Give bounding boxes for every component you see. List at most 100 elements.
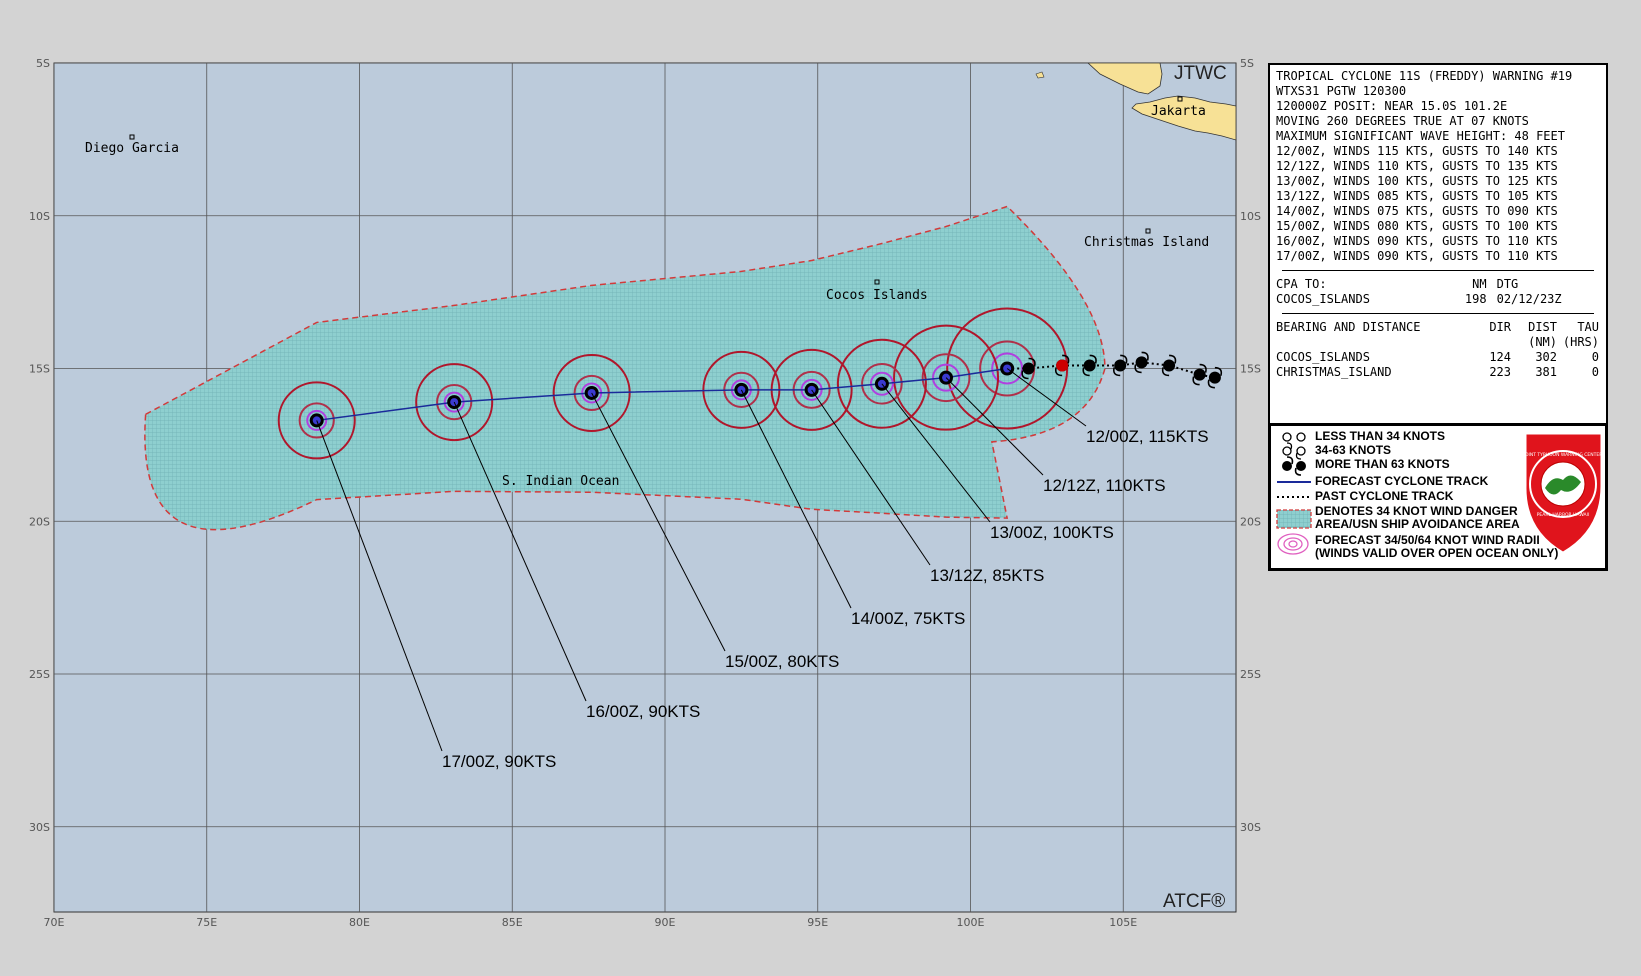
- forecast-labels: 12/00Z, 115KTS 12/12Z, 110KTS 13/00Z, 100K…: [442, 427, 1209, 771]
- legend-less-than-34: LESS THAN 34 KNOTS: [1315, 429, 1446, 443]
- legend-more-than-63: MORE THAN 63 KNOTS: [1315, 457, 1450, 471]
- bearing-dist: 381: [1535, 365, 1557, 379]
- wind-radii-icon: [1277, 533, 1309, 555]
- sumatra-landmass: [1087, 63, 1163, 95]
- cpa-col-dtg: DTG: [1496, 277, 1519, 291]
- diego-garcia-label: Diego Garcia: [85, 141, 179, 156]
- legend-wind-radii: FORECAST 34/50/64 KNOT WIND RADII (WINDS…: [1315, 533, 1559, 560]
- warning-line: 120000Z POSIT: NEAR 15.0S 101.2E: [1276, 99, 1508, 113]
- wind-radius-34: [836, 338, 927, 429]
- warning-info-panel: TROPICAL CYCLONE 11S (FREDDY) WARNING #1…: [1268, 63, 1608, 479]
- forecast-leader-line: [811, 389, 931, 566]
- past-storm-arm: [1089, 354, 1097, 364]
- seal-text-bottom: PEARL HARBOR HAWAII: [1537, 512, 1590, 518]
- wind-radius-50: [436, 384, 473, 421]
- warning-line: TROPICAL CYCLONE 11S (FREDDY) WARNING #1…: [1276, 69, 1573, 83]
- lon-label: 85E: [502, 916, 523, 929]
- forecast-leader-line: [316, 420, 443, 752]
- wind-radius-64: [306, 409, 328, 431]
- bearing-place: CHRISTMAS_ISLAND: [1276, 365, 1392, 379]
- jakarta-marker: [1177, 96, 1183, 102]
- forecast-leader-line: [453, 401, 587, 702]
- forecast-label: 13/00Z, 100KTS: [990, 523, 1114, 542]
- jakarta-label: Jakarta: [1151, 104, 1206, 119]
- wind-radius-50: [298, 402, 335, 439]
- lon-label: 70E: [44, 916, 65, 929]
- past-storm-arm: [1120, 354, 1128, 364]
- wind-radius-64: [932, 363, 961, 392]
- lon-label: 80E: [349, 916, 370, 929]
- place-labels: Diego Garcia Jakarta Christmas Island Co…: [85, 96, 1209, 489]
- bearing-place: COCOS_ISLANDS: [1276, 350, 1370, 364]
- legend-panel: JOINT TYPHOON WARNING CENTER PEARL HARBO…: [1268, 423, 1608, 571]
- wind-radius-50: [861, 362, 903, 405]
- bearing-tau: 0: [1591, 350, 1599, 364]
- past-storm-arm: [1169, 354, 1177, 364]
- cpa-place: COCOS_ISLANDS: [1276, 292, 1370, 306]
- jtwc-corner-label: JTWC: [1174, 63, 1227, 84]
- warning-line: 12/00Z, WINDS 115 KTS, GUSTS TO 140 KTS: [1276, 144, 1558, 158]
- wind-radius-50: [921, 353, 971, 403]
- past-storm-symbol: [1083, 359, 1096, 372]
- legend-symbols: JOINT TYPHOON WARNING CENTER PEARL HARBO…: [1276, 432, 1603, 555]
- cpa-col-nm: NM: [1472, 277, 1487, 291]
- forecast-leaders: [316, 368, 1087, 752]
- danger-area-polygon: [144, 205, 1106, 531]
- bearing-dir: 223: [1489, 365, 1511, 379]
- cyclone-track: [309, 351, 1223, 428]
- land-masses: [1035, 63, 1236, 141]
- cpa-header-row: CPA TO: NM DTG: [1276, 277, 1600, 292]
- warning-line: 15/00Z, WINDS 080 KTS, GUSTS TO 100 KTS: [1276, 219, 1558, 233]
- forecast-leader-line: [1006, 368, 1087, 427]
- past-storm-symbol: [1114, 359, 1127, 372]
- lon-label: 100E: [957, 916, 985, 929]
- warning-line: 16/00Z, WINDS 090 KTS, GUSTS TO 110 KTS: [1276, 234, 1558, 248]
- cocos-islands-label: Cocos Islands: [826, 288, 928, 303]
- bearing-header-row: BEARING AND DISTANCE DIR DIST TAU: [1276, 320, 1600, 335]
- danger-area: [144, 205, 1106, 531]
- warning-line: MAXIMUM SIGNIFICANT WAVE HEIGHT: 48 FEET: [1276, 129, 1565, 143]
- wind-radius-34: [893, 324, 1000, 431]
- past-storm-arm: [1028, 357, 1036, 367]
- bearing-dist: 302: [1535, 350, 1557, 364]
- more-than-63-knots-icon: [1282, 456, 1306, 476]
- cpa-label: CPA TO:: [1276, 277, 1327, 291]
- forecast-leader-line: [740, 389, 852, 609]
- bearing-col-dir: DIR: [1489, 320, 1511, 334]
- lat-label-right: 5S: [1240, 57, 1254, 70]
- bearing-unit-tau: (HRS): [1562, 335, 1599, 349]
- lat-label-right: 15S: [1240, 363, 1261, 376]
- axis-labels: 5S 5S 10S 10S 15S 15S 20S 20S 25S 25S 30S 30S 70E 75E…: [29, 57, 1261, 929]
- bearing-title: BEARING AND DISTANCE: [1276, 320, 1421, 334]
- warning-line: 17/00Z, WINDS 090 KTS, GUSTS TO 110 KTS: [1276, 249, 1558, 263]
- cpa-dtg: 02/12/23Z: [1496, 292, 1562, 306]
- past-storm-symbol: [1193, 368, 1206, 381]
- past-storm-arm: [1207, 379, 1215, 389]
- danger-area-icon: [1276, 509, 1312, 529]
- forecast-leader-line: [881, 383, 991, 523]
- bearing-units-row: (NM) (HRS): [1276, 335, 1600, 350]
- bearing-tau: 0: [1591, 365, 1599, 379]
- bearing-col-dist: DIST: [1528, 320, 1557, 334]
- lon-label: 75E: [196, 916, 217, 929]
- forecast-label: 17/00Z, 90KTS: [442, 752, 556, 771]
- bearing-unit-dist: (NM): [1528, 335, 1557, 349]
- past-storm-arm: [1134, 364, 1142, 374]
- atcf-corner-label: ATCF®: [1163, 891, 1225, 912]
- wind-radius-34: [277, 381, 356, 460]
- wind-radius-34: [415, 363, 494, 442]
- lat-label-right: 10S: [1240, 210, 1261, 223]
- forecast-label: 12/00Z, 115KTS: [1086, 427, 1209, 446]
- ocean-label: S. Indian Ocean: [502, 474, 619, 489]
- seal-text-top: JOINT TYPHOON WARNING CENTER: [1523, 452, 1603, 458]
- forecast-label: 15/00Z, 80KTS: [725, 652, 839, 671]
- 34-63-knots-icon: [1282, 442, 1306, 460]
- lon-label: 105E: [1109, 916, 1137, 929]
- bearing-col-tau: TAU: [1577, 320, 1599, 334]
- past-storm-arm: [1161, 367, 1170, 377]
- divider: [1282, 270, 1594, 271]
- past-storm-symbol: [1163, 359, 1176, 372]
- forecast-label: 14/00Z, 75KTS: [851, 609, 965, 628]
- less-than-34-icon: [1282, 432, 1306, 442]
